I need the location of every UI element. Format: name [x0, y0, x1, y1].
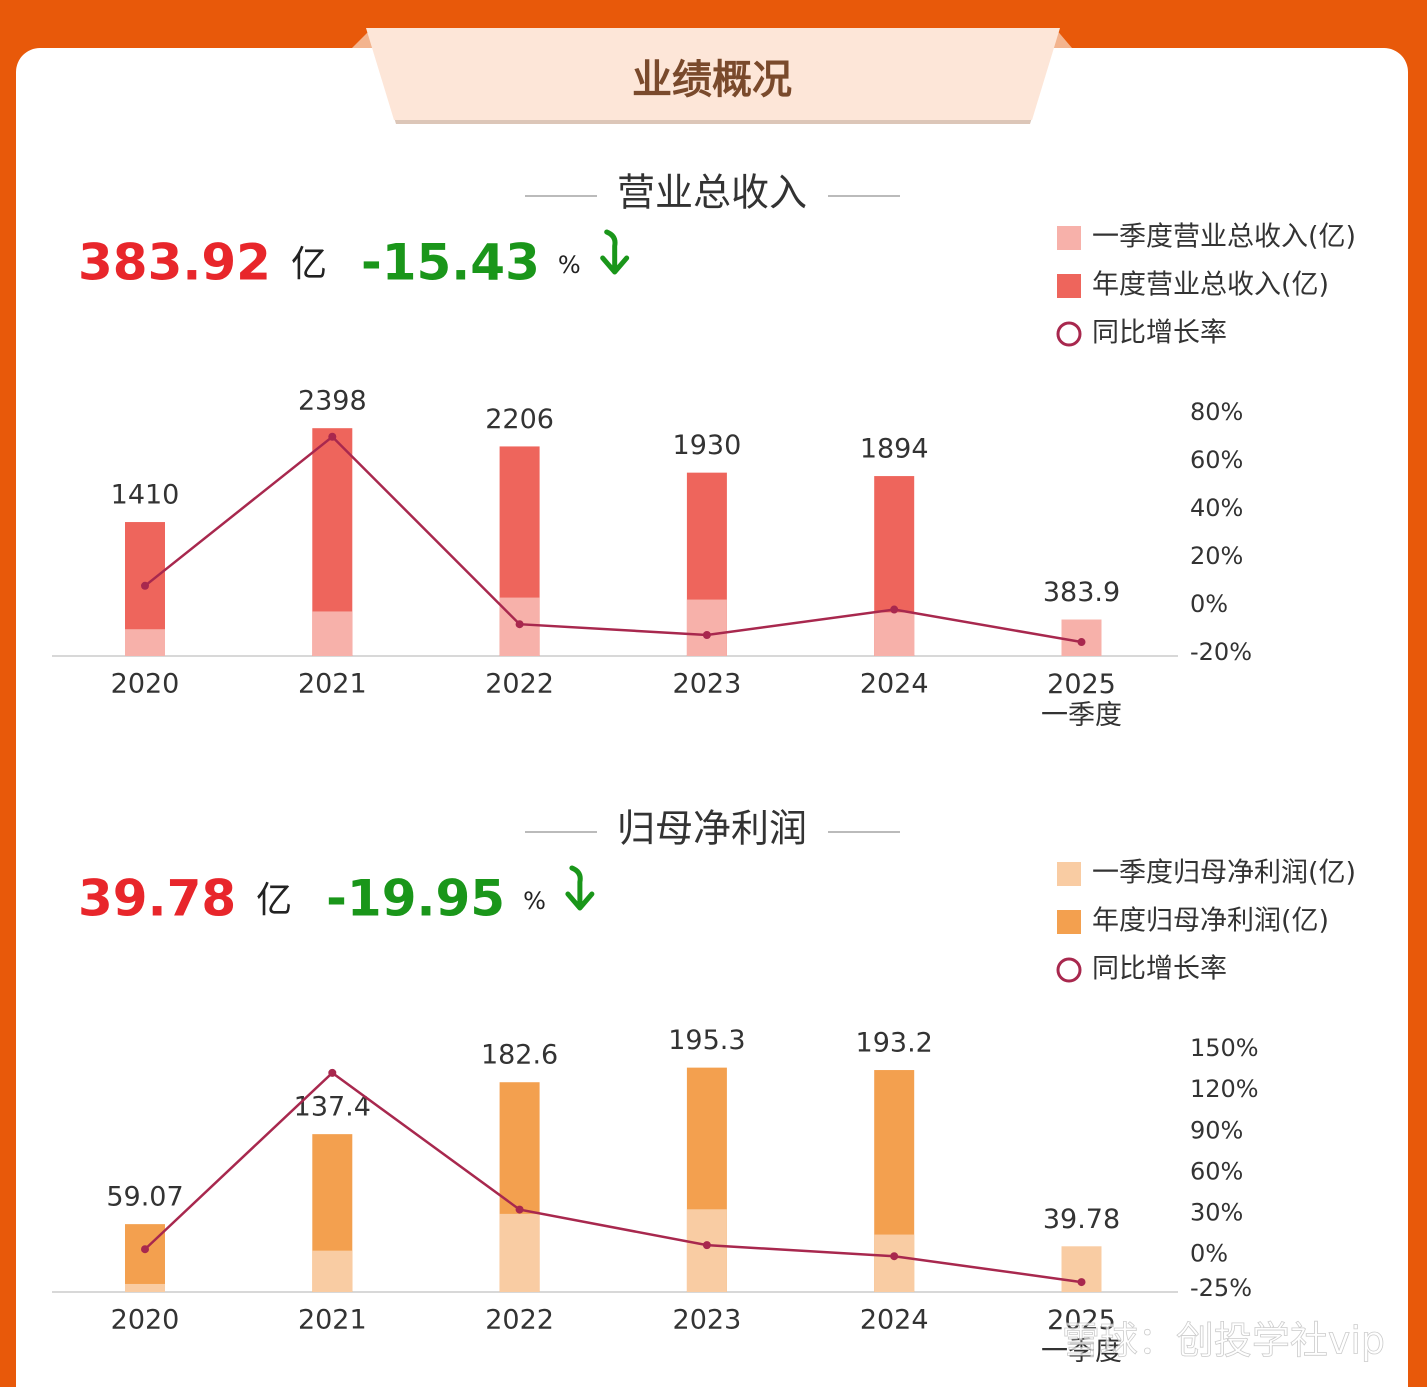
x-tick-label: 2022: [485, 669, 554, 700]
growth-point: [515, 620, 524, 629]
x-tick-label: 2025 一季度: [1041, 669, 1122, 731]
watermark: 雪球：创投学社vip: [1062, 1319, 1385, 1363]
data-label: 39.78: [1043, 1204, 1120, 1235]
y2-tick-label: 80%: [1190, 398, 1243, 426]
trend-arrow: [565, 865, 595, 911]
data-label: 1894: [860, 434, 929, 465]
header-title: 业绩概况: [632, 57, 792, 103]
growth-point: [141, 1245, 149, 1254]
legend-label: 年度归母净利润(亿): [1092, 906, 1329, 937]
header-tab: [366, 28, 1060, 120]
data-label: 193.2: [856, 1028, 933, 1059]
y2-tick-label: 60%: [1190, 1157, 1243, 1185]
summary-change-unit: %: [523, 887, 546, 915]
growth-point: [702, 1241, 711, 1250]
y2-tick-label: 20%: [1190, 542, 1243, 570]
growth-point: [515, 1205, 524, 1214]
summary-unit: 亿: [291, 244, 327, 285]
x-tick-label: 2022: [485, 1305, 554, 1336]
legend-label: 一季度归母净利润(亿): [1092, 858, 1356, 889]
trend-arrow: [600, 229, 630, 275]
data-label: 2206: [485, 404, 554, 435]
legend-label: 同比增长率: [1092, 318, 1227, 349]
growth-line: [144, 435, 1082, 644]
bar: [1061, 619, 1102, 656]
bar: [874, 612, 915, 656]
bar: [125, 1224, 165, 1292]
x-tick-label: 2020: [111, 669, 180, 700]
y2-tick-label: 60%: [1190, 446, 1243, 474]
growth-point: [141, 581, 149, 590]
y2-tick-label: 120%: [1190, 1075, 1259, 1103]
data-label: 383.9: [1043, 577, 1120, 608]
data-label: 1930: [673, 430, 742, 461]
legend-marker: [1056, 321, 1082, 347]
legend-label: 同比增长率: [1092, 954, 1227, 985]
growth-point: [1077, 638, 1086, 647]
growth-point: [328, 432, 337, 441]
y2-tick-label: 150%: [1190, 1034, 1259, 1062]
legend-marker: [1057, 862, 1081, 886]
x-tick-label: 2021: [298, 1305, 367, 1336]
summary-change: -19.95: [326, 870, 505, 928]
data-label: 182.6: [481, 1040, 558, 1071]
x-tick-label: 2024: [860, 669, 929, 700]
growth-point: [890, 1252, 899, 1261]
x-tick-label: 2023: [673, 669, 742, 700]
y2-tick-label: -25%: [1190, 1274, 1252, 1302]
y2-tick-label: 40%: [1190, 494, 1243, 522]
legend-label: 一季度营业总收入(亿): [1092, 222, 1356, 253]
x-tick-label: 2024: [860, 1305, 929, 1336]
y2-tick-label: 30%: [1190, 1199, 1243, 1227]
x-tick-label: 2025 一季度: [1041, 1305, 1122, 1367]
summary-change-unit: %: [558, 251, 581, 279]
legend-marker: [1057, 910, 1081, 934]
x-tick-label: 2021: [298, 669, 367, 700]
legend-marker: [1056, 957, 1082, 983]
y2-tick-label: 0%: [1190, 1240, 1228, 1268]
summary-change: -15.43: [361, 234, 540, 292]
x-tick-label: 2020: [111, 1305, 180, 1336]
bar: [874, 1234, 915, 1292]
data-label: 2398: [298, 386, 367, 417]
chart-title: 归母净利润: [617, 807, 807, 851]
summary-value: 39.78: [78, 870, 236, 928]
bar: [125, 1283, 165, 1292]
y2-tick-label: -20%: [1190, 638, 1252, 666]
data-label: 1410: [111, 480, 180, 511]
legend-marker: [1057, 226, 1081, 250]
bar: [499, 1213, 540, 1292]
data-label: 195.3: [668, 1025, 745, 1056]
growth-point: [1077, 1278, 1086, 1287]
data-label: 59.07: [106, 1182, 183, 1213]
legend-marker: [1057, 274, 1081, 298]
bar: [312, 1250, 353, 1292]
data-label: 137.4: [294, 1092, 371, 1123]
bar: [312, 611, 353, 656]
card: [16, 48, 1408, 1387]
y2-tick-label: 90%: [1190, 1116, 1243, 1144]
growth-point: [890, 605, 899, 614]
chart-title: 营业总收入: [617, 171, 807, 215]
summary-unit: 亿: [256, 880, 292, 921]
legend-label: 年度营业总收入(亿): [1092, 270, 1329, 301]
growth-line: [144, 1071, 1082, 1284]
bar: [125, 629, 165, 656]
growth-point: [328, 1068, 337, 1077]
x-tick-label: 2023: [673, 1305, 742, 1336]
y2-tick-label: 0%: [1190, 590, 1228, 618]
bar: [686, 1209, 727, 1292]
growth-point: [702, 631, 711, 639]
summary-value: 383.92: [78, 234, 271, 292]
bar: [686, 599, 727, 656]
